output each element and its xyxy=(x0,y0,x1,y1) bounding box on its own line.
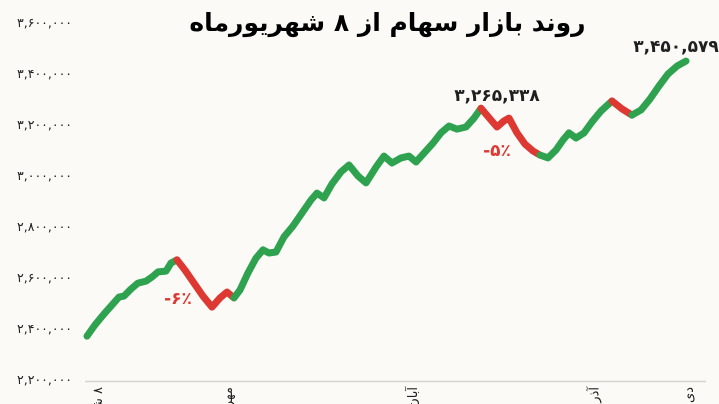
y-axis-tick-label: ۲,۲۰۰,۰۰۰ xyxy=(17,372,72,387)
x-axis-tick-label: دی xyxy=(682,387,697,403)
trend-segment-down xyxy=(477,104,544,159)
trend-segment-up xyxy=(536,97,616,162)
trend-segment-up xyxy=(628,57,690,119)
drop-5pct-label: -۵٪ xyxy=(483,141,511,161)
peak-value-label: ۳,۲۶۵,۳۳۸ xyxy=(454,86,540,106)
x-axis-tick-label: ۸ شهریور xyxy=(91,387,106,404)
y-axis-tick-label: ۲,۶۰۰,۰۰۰ xyxy=(17,270,72,285)
y-axis-tick-label: ۲,۸۰۰,۰۰۰ xyxy=(17,219,72,234)
y-axis-tick-label: ۳,۲۰۰,۰۰۰ xyxy=(17,117,72,132)
trend-segment-up xyxy=(83,256,181,340)
x-axis-tick-label: آذر xyxy=(588,387,603,403)
y-axis-tick-label: ۳,۶۰۰,۰۰۰ xyxy=(17,15,72,30)
drop-6pct-label: -۶٪ xyxy=(164,289,192,309)
x-axis-tick-label: مهر xyxy=(221,387,236,404)
chart-title: روند بازار سهام از ۸ شهریورماه xyxy=(189,8,586,37)
trend-segment-up xyxy=(230,104,485,302)
y-axis-tick-label: ۳,۰۰۰,۰۰۰ xyxy=(17,168,72,183)
y-axis-tick-label: ۲,۴۰۰,۰۰۰ xyxy=(17,321,72,336)
final-value-label: ۳,۴۵۰,۵۷۹ xyxy=(633,37,719,57)
y-axis-tick-label: ۳,۴۰۰,۰۰۰ xyxy=(17,66,72,81)
trend-segment-down xyxy=(608,97,636,119)
trend-segment-down xyxy=(173,256,238,311)
x-axis-tick-label: آبان xyxy=(406,387,421,404)
